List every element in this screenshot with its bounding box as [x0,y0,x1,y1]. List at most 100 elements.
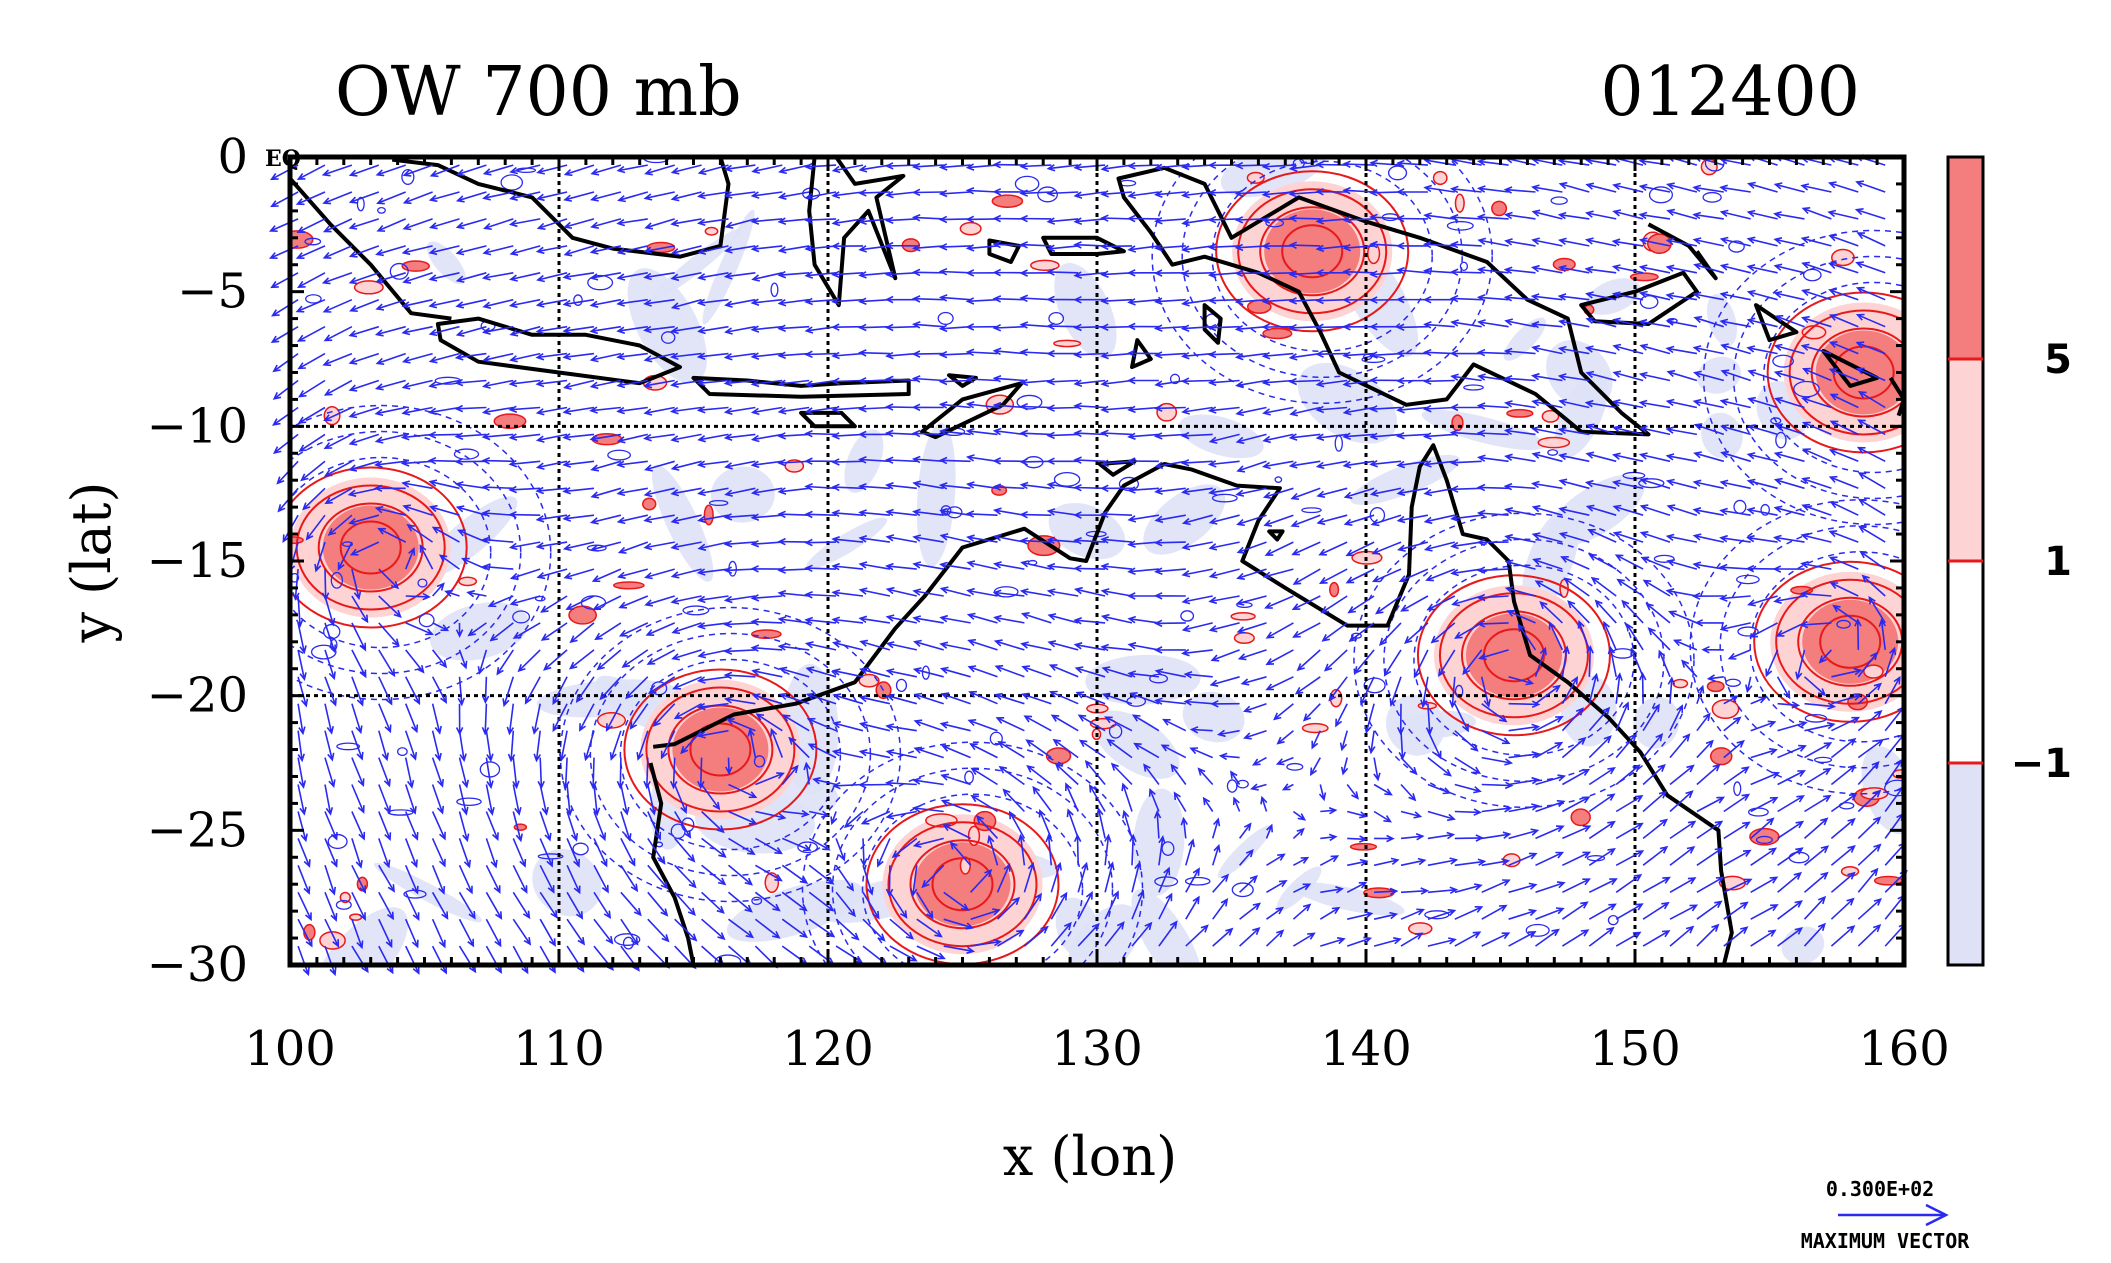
wind-vector [1046,481,1079,490]
wind-vector [401,406,433,416]
wind-vector [1400,908,1425,920]
negative-ow-patch [1548,474,1645,546]
wind-vector [670,379,702,388]
wind-vector [1857,760,1880,786]
wind-vector [1046,244,1079,253]
wind-vector [1160,744,1187,759]
wind-vector [1530,293,1563,301]
wind-vector [644,460,675,472]
wind-vector [1504,586,1536,597]
wind-vector [1503,211,1536,220]
wind-vector [804,244,837,253]
wind-vector [1640,556,1671,570]
negative-ow-contour [1607,915,1619,926]
wind-vector [943,918,975,930]
wind-vector [967,719,998,732]
wind-vector [1019,162,1052,171]
wind-vector [1476,620,1509,628]
wind-vector [539,811,552,842]
wind-vector [351,595,369,624]
wind-vector [620,784,630,816]
wind-vector [751,668,783,678]
wind-vector [1727,649,1752,660]
positive-ow-blob [858,673,880,688]
wind-vector [1665,292,1698,301]
wind-vector [1373,911,1399,920]
wind-vector [1077,890,1093,920]
wind-vector [1642,901,1670,920]
wind-vector [1830,897,1855,920]
wind-vector [1154,163,1186,172]
wind-vector [1449,458,1482,467]
wind-vector [589,406,621,414]
wind-vector [1321,622,1348,642]
wind-vector [670,460,702,471]
wind-vector [1588,878,1618,894]
wind-vector [1832,604,1859,624]
wind-vector [1265,676,1294,691]
wind-vector [1101,666,1133,678]
wind-vector [913,746,944,759]
wind-vector [1692,533,1724,543]
plot-area [268,154,1908,977]
wind-vector [1503,374,1536,383]
wind-vector [992,427,1025,436]
coastline [648,762,696,965]
wind-vector [728,810,758,825]
wind-vector [812,777,837,786]
wind-vector [1181,191,1213,199]
wind-vector [1127,432,1159,441]
wind-vector [804,162,837,171]
wind-vector [1696,923,1720,947]
wind-vector [1047,613,1079,624]
wind-vector [1696,712,1711,732]
ow-contour [1788,309,1904,436]
wind-vector [1562,768,1591,786]
wind-vector [1369,487,1402,497]
wind-vector [1180,269,1213,278]
wind-vector [1265,929,1285,947]
wind-vector [539,891,558,919]
wind-vector [1101,692,1133,705]
wind-vector [1723,716,1742,732]
wind-vector [378,784,391,815]
wind-vector [305,514,326,541]
wind-vector [831,405,864,414]
wind-vector [1292,827,1305,839]
wind-vector [508,218,541,228]
wind-vector [297,757,307,789]
negative-ow-contour [751,896,763,906]
wind-vector [647,784,657,816]
wind-vector [987,834,999,866]
wind-vector [1181,406,1213,415]
wind-vector [1019,321,1052,329]
wind-vector [1348,622,1375,643]
vector-legend: 0.300E+02 MAXIMUM VECTOR [1801,1177,1971,1253]
wind-vector [1342,460,1375,469]
wind-vector [1073,511,1106,519]
wind-vector [1320,595,1348,614]
negative-ow-patch [1633,696,1680,749]
wind-vector [1535,928,1560,947]
wind-vector [1773,477,1805,490]
wind-vector [777,643,810,651]
wind-vector [1100,510,1133,519]
wind-vector [670,298,702,310]
wind-vector [432,622,450,632]
wind-vector [378,864,395,893]
wind-vector [466,589,487,598]
wind-vector [1154,217,1186,225]
wind-vector [1696,847,1724,866]
wind-vector [1127,162,1159,170]
wind-vector [404,838,418,869]
wind-vector [1612,209,1644,220]
wind-vector [599,676,622,701]
wind-vector [539,918,556,947]
wind-vector [1346,881,1368,894]
wind-vector [970,767,998,786]
wind-vector [1588,820,1616,840]
wind-vector [1265,622,1294,639]
negative-ow-contour [1638,478,1665,489]
wind-vector [723,433,756,441]
wind-vector [481,676,490,705]
